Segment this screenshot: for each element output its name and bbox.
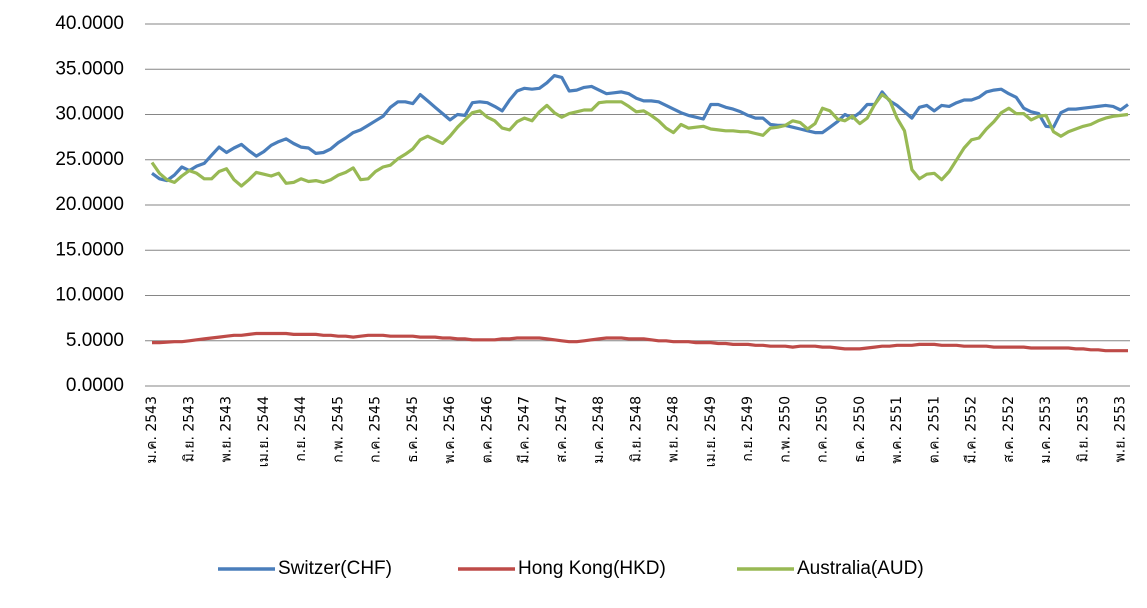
y-tick-label: 35.0000 xyxy=(55,58,124,79)
x-tick-label: มิ.ย. 2548 xyxy=(628,396,644,462)
x-tick-label: พ.ค. 2551 xyxy=(889,396,905,464)
y-tick-label: 20.0000 xyxy=(55,194,124,215)
x-tick-label: ก.พ. 2550 xyxy=(777,396,793,463)
x-tick-label: ก.ค. 2550 xyxy=(815,396,831,463)
y-tick-label: 5.0000 xyxy=(66,330,124,351)
x-tick-label: ต.ค. 2546 xyxy=(479,396,495,464)
x-tick-label: พ.ย. 2543 xyxy=(219,396,235,462)
x-tick-label: ม.ค. 2553 xyxy=(1038,396,1054,464)
x-tick-label: มี.ค. 2552 xyxy=(964,396,980,464)
x-tick-label: เม.ย. 2549 xyxy=(703,396,719,467)
x-tick-label: ธ.ค. 2545 xyxy=(405,396,421,463)
y-tick-label: 30.0000 xyxy=(55,104,124,125)
x-tick-label: มิ.ย. 2553 xyxy=(1075,396,1091,462)
y-tick-label: 10.0000 xyxy=(55,285,124,306)
series-line xyxy=(152,95,1128,186)
series-line xyxy=(152,76,1128,181)
y-tick-label: 40.0000 xyxy=(55,13,124,34)
x-tick-label: พ.ย. 2553 xyxy=(1113,396,1129,462)
legend-label: Switzer(CHF) xyxy=(278,558,392,579)
x-tick-label: ต.ค. 2551 xyxy=(926,396,942,463)
x-tick-label: ก.ย. 2544 xyxy=(293,396,309,462)
chart: 0.0000 5.0000 10.0000 15.0000 20.0000 25.0000… xyxy=(0,0,1147,604)
x-tick-label: ก.ค. 2545 xyxy=(368,396,384,463)
x-tick-label: พ.ย. 2548 xyxy=(666,396,682,462)
series-line xyxy=(152,334,1128,351)
x-tick-label: ส.ค. 2547 xyxy=(554,396,570,463)
x-tick-label: ส.ค. 2552 xyxy=(1001,396,1017,463)
x-tick-label: ธ.ค. 2550 xyxy=(852,396,868,463)
legend-label: Hong Kong(HKD) xyxy=(518,558,666,579)
x-tick-label: พ.ค. 2546 xyxy=(442,396,458,464)
x-tick-label: เม.ย. 2544 xyxy=(256,396,272,467)
y-tick-label: 0.0000 xyxy=(66,375,124,396)
x-tick-label: ม.ค. 2548 xyxy=(591,396,607,464)
y-tick-label: 25.0000 xyxy=(55,149,124,170)
x-tick-label: ก.พ. 2545 xyxy=(330,396,346,463)
legend-label: Australia(AUD) xyxy=(797,558,924,579)
x-tick-label: มิ.ย. 2543 xyxy=(181,396,197,462)
x-tick-label: มี.ค. 2547 xyxy=(517,396,533,464)
x-tick-label: ก.ย. 2549 xyxy=(740,396,756,462)
x-tick-label: ม.ค. 2543 xyxy=(144,396,160,464)
y-tick-label: 15.0000 xyxy=(55,239,124,260)
